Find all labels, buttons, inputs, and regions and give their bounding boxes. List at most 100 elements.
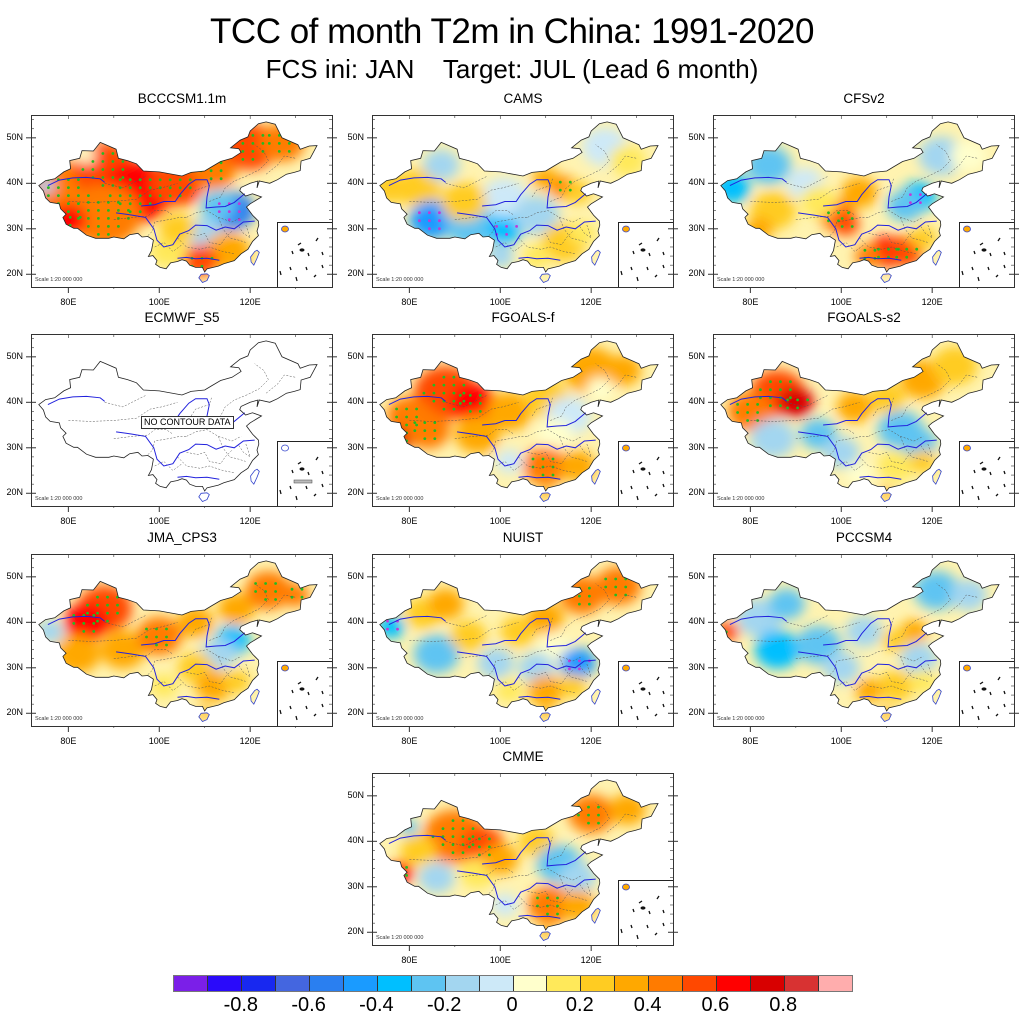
province-boundary [527,649,583,662]
province-boundary [927,583,951,616]
significance-dot [779,404,782,408]
y-tick-label: 50N [688,350,705,361]
inset-map [961,664,1006,721]
province-boundary [859,237,917,255]
significance-dot [57,186,60,189]
province-boundary [559,875,587,901]
tcc-region [195,670,232,702]
significance-dot [209,177,213,181]
south-china-sea-inset [618,661,673,726]
river-line [859,475,902,480]
nine-dash-line [315,676,319,681]
province-boundary [531,836,553,856]
significance-dot [438,211,441,215]
nine-dash-line [1003,690,1006,695]
nine-dash-line [662,483,665,488]
significance-dot [578,602,581,606]
significance-dot [121,176,125,179]
tcc-region [754,630,801,669]
significance-dot [148,186,152,190]
significance-dot [92,630,96,633]
x-tick-label: 100E [489,955,511,965]
province-boundary [409,841,519,861]
nine-dash-line [656,456,660,461]
y-tick-label: 40N [347,396,364,407]
significance-dot [413,429,417,432]
province-boundary [177,676,235,694]
significance-dot [165,643,168,647]
hainan-inset [963,225,971,233]
y-tick-label: 20N [347,268,364,279]
nine-dash-line [977,276,980,282]
tcc-region [604,355,642,386]
significance-dot [847,211,850,215]
significance-dot [452,407,456,411]
hainan-inset [281,444,289,452]
significance-dot [452,391,456,395]
significance-dot [148,194,152,198]
tcc-region [823,436,860,468]
province-boundary [586,802,610,835]
significance-dot [415,423,418,427]
significance-dot [442,375,446,379]
tcc-region [595,566,642,606]
significance-dot [227,218,231,221]
province-boundary [550,615,587,641]
province-boundary [454,210,515,220]
significance-dot [863,248,867,252]
province-boundary [104,176,146,189]
province-boundary [177,237,235,255]
nine-dash-line [279,489,282,495]
river-line [141,618,246,648]
significance-dot [107,201,110,204]
map-panel-fgoals-f: FGOALS-f Scale 1:20 000 000 20N 30N 40N 50N 80… [347,310,678,526]
significance-dot [165,627,168,631]
province-boundary [550,176,587,202]
significance-dot [895,247,899,251]
scale-label: Scale 1:20 000 000 [717,277,765,283]
nine-dash-line [646,485,649,490]
nine-dash-line [291,250,294,255]
colorbar-box [819,976,853,991]
province-boundary [606,374,637,394]
significance-dot [568,188,572,192]
province-boundary [579,224,592,239]
y-tick-label: 30N [347,222,364,233]
province-boundary [579,882,592,897]
nine-dash-line [1003,470,1006,475]
tcc-region [482,844,519,875]
significance-dot [97,217,100,220]
significance-dot [91,160,95,163]
y-tick-label: 30N [347,880,364,891]
y-tick-label: 50N [347,350,364,361]
province-boundary [550,395,587,421]
significance-dot [188,178,192,182]
significance-dot [264,598,267,601]
significance-dot [96,595,99,599]
significance-dot [405,874,408,877]
significance-dot [468,410,472,413]
island-outline [250,468,260,485]
tcc-region [218,593,255,625]
x-tick-label: 100E [148,516,170,526]
nine-dash-line [321,703,324,708]
significance-dot [217,210,221,213]
nine-dash-line [1003,264,1006,269]
tcc-region [950,140,987,172]
south-china-sea-inset [959,441,1014,506]
significance-dot [736,403,739,406]
significance-dot [433,421,437,424]
panel-title: ECMWF_S5 [144,310,220,325]
province-boundary [147,217,187,236]
significance-dot [395,866,398,869]
significance-dot [495,225,498,228]
significance-dot [97,201,100,204]
province-boundary [795,210,856,220]
nine-dash-line [313,274,317,278]
scale-label: Scale 1:20 000 000 [376,496,424,502]
province-boundary [445,834,487,847]
province-boundary [104,395,146,408]
significance-dot [395,407,398,411]
significance-dot [587,821,590,825]
significance-dot [478,410,482,413]
